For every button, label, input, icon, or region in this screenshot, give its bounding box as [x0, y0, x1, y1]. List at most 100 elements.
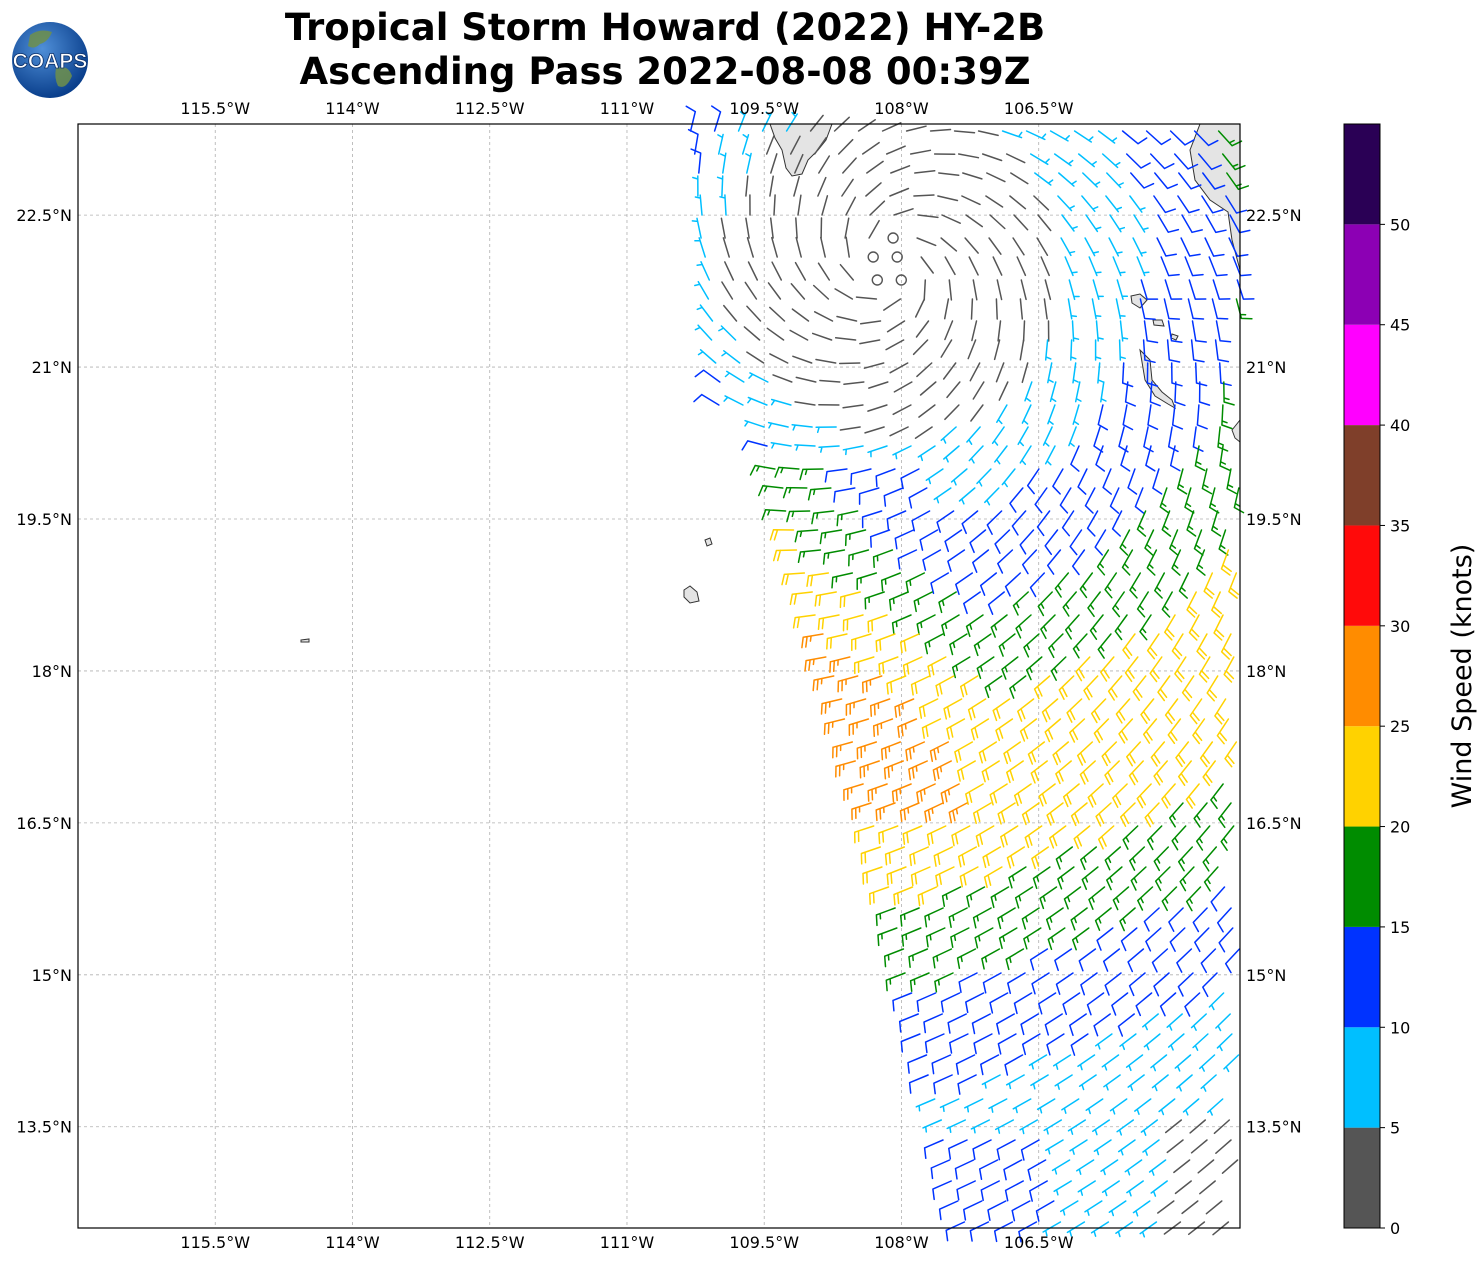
lon-tick-label-top: 112.5°W	[455, 99, 525, 118]
wind-barb	[962, 172, 983, 180]
wind-barb	[898, 1013, 919, 1033]
calm-wind-marker	[887, 232, 899, 244]
lon-tick-label-bottom: 108°W	[874, 1233, 929, 1252]
wind-barb	[902, 656, 923, 677]
island-socorro	[683, 585, 700, 604]
wind-barb	[946, 718, 966, 740]
wind-barb	[929, 128, 952, 132]
wind-barb	[893, 886, 914, 906]
wind-barb	[869, 529, 891, 548]
wind-barb	[1096, 927, 1114, 951]
wind-barb	[957, 760, 976, 782]
wind-barb	[1140, 279, 1159, 300]
wind-barb	[1170, 362, 1183, 387]
wind-barb	[1091, 298, 1102, 320]
wind-barb	[1221, 1159, 1239, 1174]
wind-barb	[845, 196, 857, 216]
wind-barb	[1090, 698, 1107, 724]
wind-barb	[815, 358, 837, 364]
wind-barb	[1046, 802, 1064, 826]
wind-barb	[977, 130, 999, 137]
wind-barb	[1192, 718, 1206, 745]
wind-barb	[1112, 783, 1128, 808]
wind-barb	[859, 339, 881, 345]
wind-barb	[1132, 675, 1147, 702]
wind-barb	[1068, 426, 1077, 447]
wind-barb	[1037, 214, 1052, 232]
wind-barb	[955, 1054, 976, 1075]
wind-barb	[1186, 510, 1197, 537]
wind-barb	[856, 572, 878, 591]
wind-barb	[1049, 381, 1057, 403]
wind-barb	[957, 846, 978, 868]
wind-barb	[979, 572, 998, 596]
wind-barb	[1097, 825, 1115, 850]
wind-barb	[1071, 927, 1090, 951]
wind-barb	[948, 279, 953, 301]
axis-ticks: 115.5°W 115.5°W 114°W 114°W 112.5°W 112.5°W 11…	[16, 99, 1301, 1252]
wind-barb	[1184, 256, 1204, 277]
wind-barb	[1105, 195, 1123, 213]
wind-barb	[1194, 927, 1210, 953]
wind-barb	[1074, 381, 1082, 403]
wind-barb	[880, 741, 902, 761]
wind-barb	[795, 376, 817, 383]
wind-barb	[1045, 1139, 1064, 1155]
wind-barb	[1055, 760, 1072, 785]
wind-barb	[1019, 1119, 1039, 1135]
wind-barb	[1070, 907, 1088, 931]
wind-barb	[770, 442, 792, 449]
wind-barb	[1093, 1139, 1112, 1156]
wind-barb	[758, 485, 784, 497]
wind-barb	[1218, 529, 1229, 556]
wind-barb	[1053, 153, 1074, 167]
wind-barb	[721, 350, 741, 364]
wind-barb	[1190, 1139, 1208, 1154]
wind-barb	[973, 1033, 993, 1055]
wind-barb	[1112, 591, 1125, 618]
wind-barb	[982, 972, 1002, 994]
wind-barb	[1004, 572, 1022, 597]
wind-barb	[1108, 1200, 1127, 1217]
wind-barb	[862, 866, 883, 885]
wind-barb	[988, 237, 1002, 255]
wind-barb	[1133, 214, 1149, 233]
wind-barb	[1167, 1033, 1185, 1051]
wind-barb	[1215, 1139, 1232, 1154]
wind-barb	[1019, 339, 1025, 361]
wind-barb	[948, 907, 968, 929]
wind-barb	[949, 1033, 969, 1054]
wind-barb	[1125, 153, 1151, 169]
wind-barb	[1200, 1074, 1217, 1092]
wind-barb	[691, 217, 702, 239]
wind-barb	[1139, 298, 1156, 321]
wind-barb	[1146, 633, 1160, 660]
wind-barb	[957, 1074, 977, 1095]
wind-barb	[1048, 825, 1067, 849]
wind-barb	[1146, 549, 1158, 576]
wind-barb	[851, 802, 872, 821]
lon-tick-label-top: 106.5°W	[1004, 99, 1074, 118]
colorbar-label: Wind Speed (knots)	[1447, 544, 1478, 809]
wind-barb	[902, 825, 923, 845]
wind-barb	[1211, 591, 1223, 618]
wind-barb	[978, 741, 998, 764]
wind-barb	[773, 194, 776, 216]
colorbar-tick-label: 45	[1390, 316, 1410, 335]
wind-barb	[1023, 927, 1042, 950]
wind-barb	[1017, 426, 1029, 447]
wind-barb	[1068, 279, 1080, 301]
wind-barb	[951, 825, 971, 847]
lat-tick-label-left: 19.5°N	[16, 510, 72, 529]
wind-barb	[851, 633, 872, 651]
wind-barb	[1029, 948, 1049, 971]
wind-barb	[1202, 172, 1226, 190]
wind-barb	[1087, 591, 1101, 618]
wind-barb	[1024, 825, 1043, 849]
wind-barb	[1102, 468, 1112, 495]
wind-barb	[950, 927, 970, 949]
wind-barb	[892, 404, 912, 416]
wind-barb	[1128, 972, 1146, 997]
wind-barb	[1019, 718, 1038, 742]
wind-barb	[872, 549, 894, 569]
